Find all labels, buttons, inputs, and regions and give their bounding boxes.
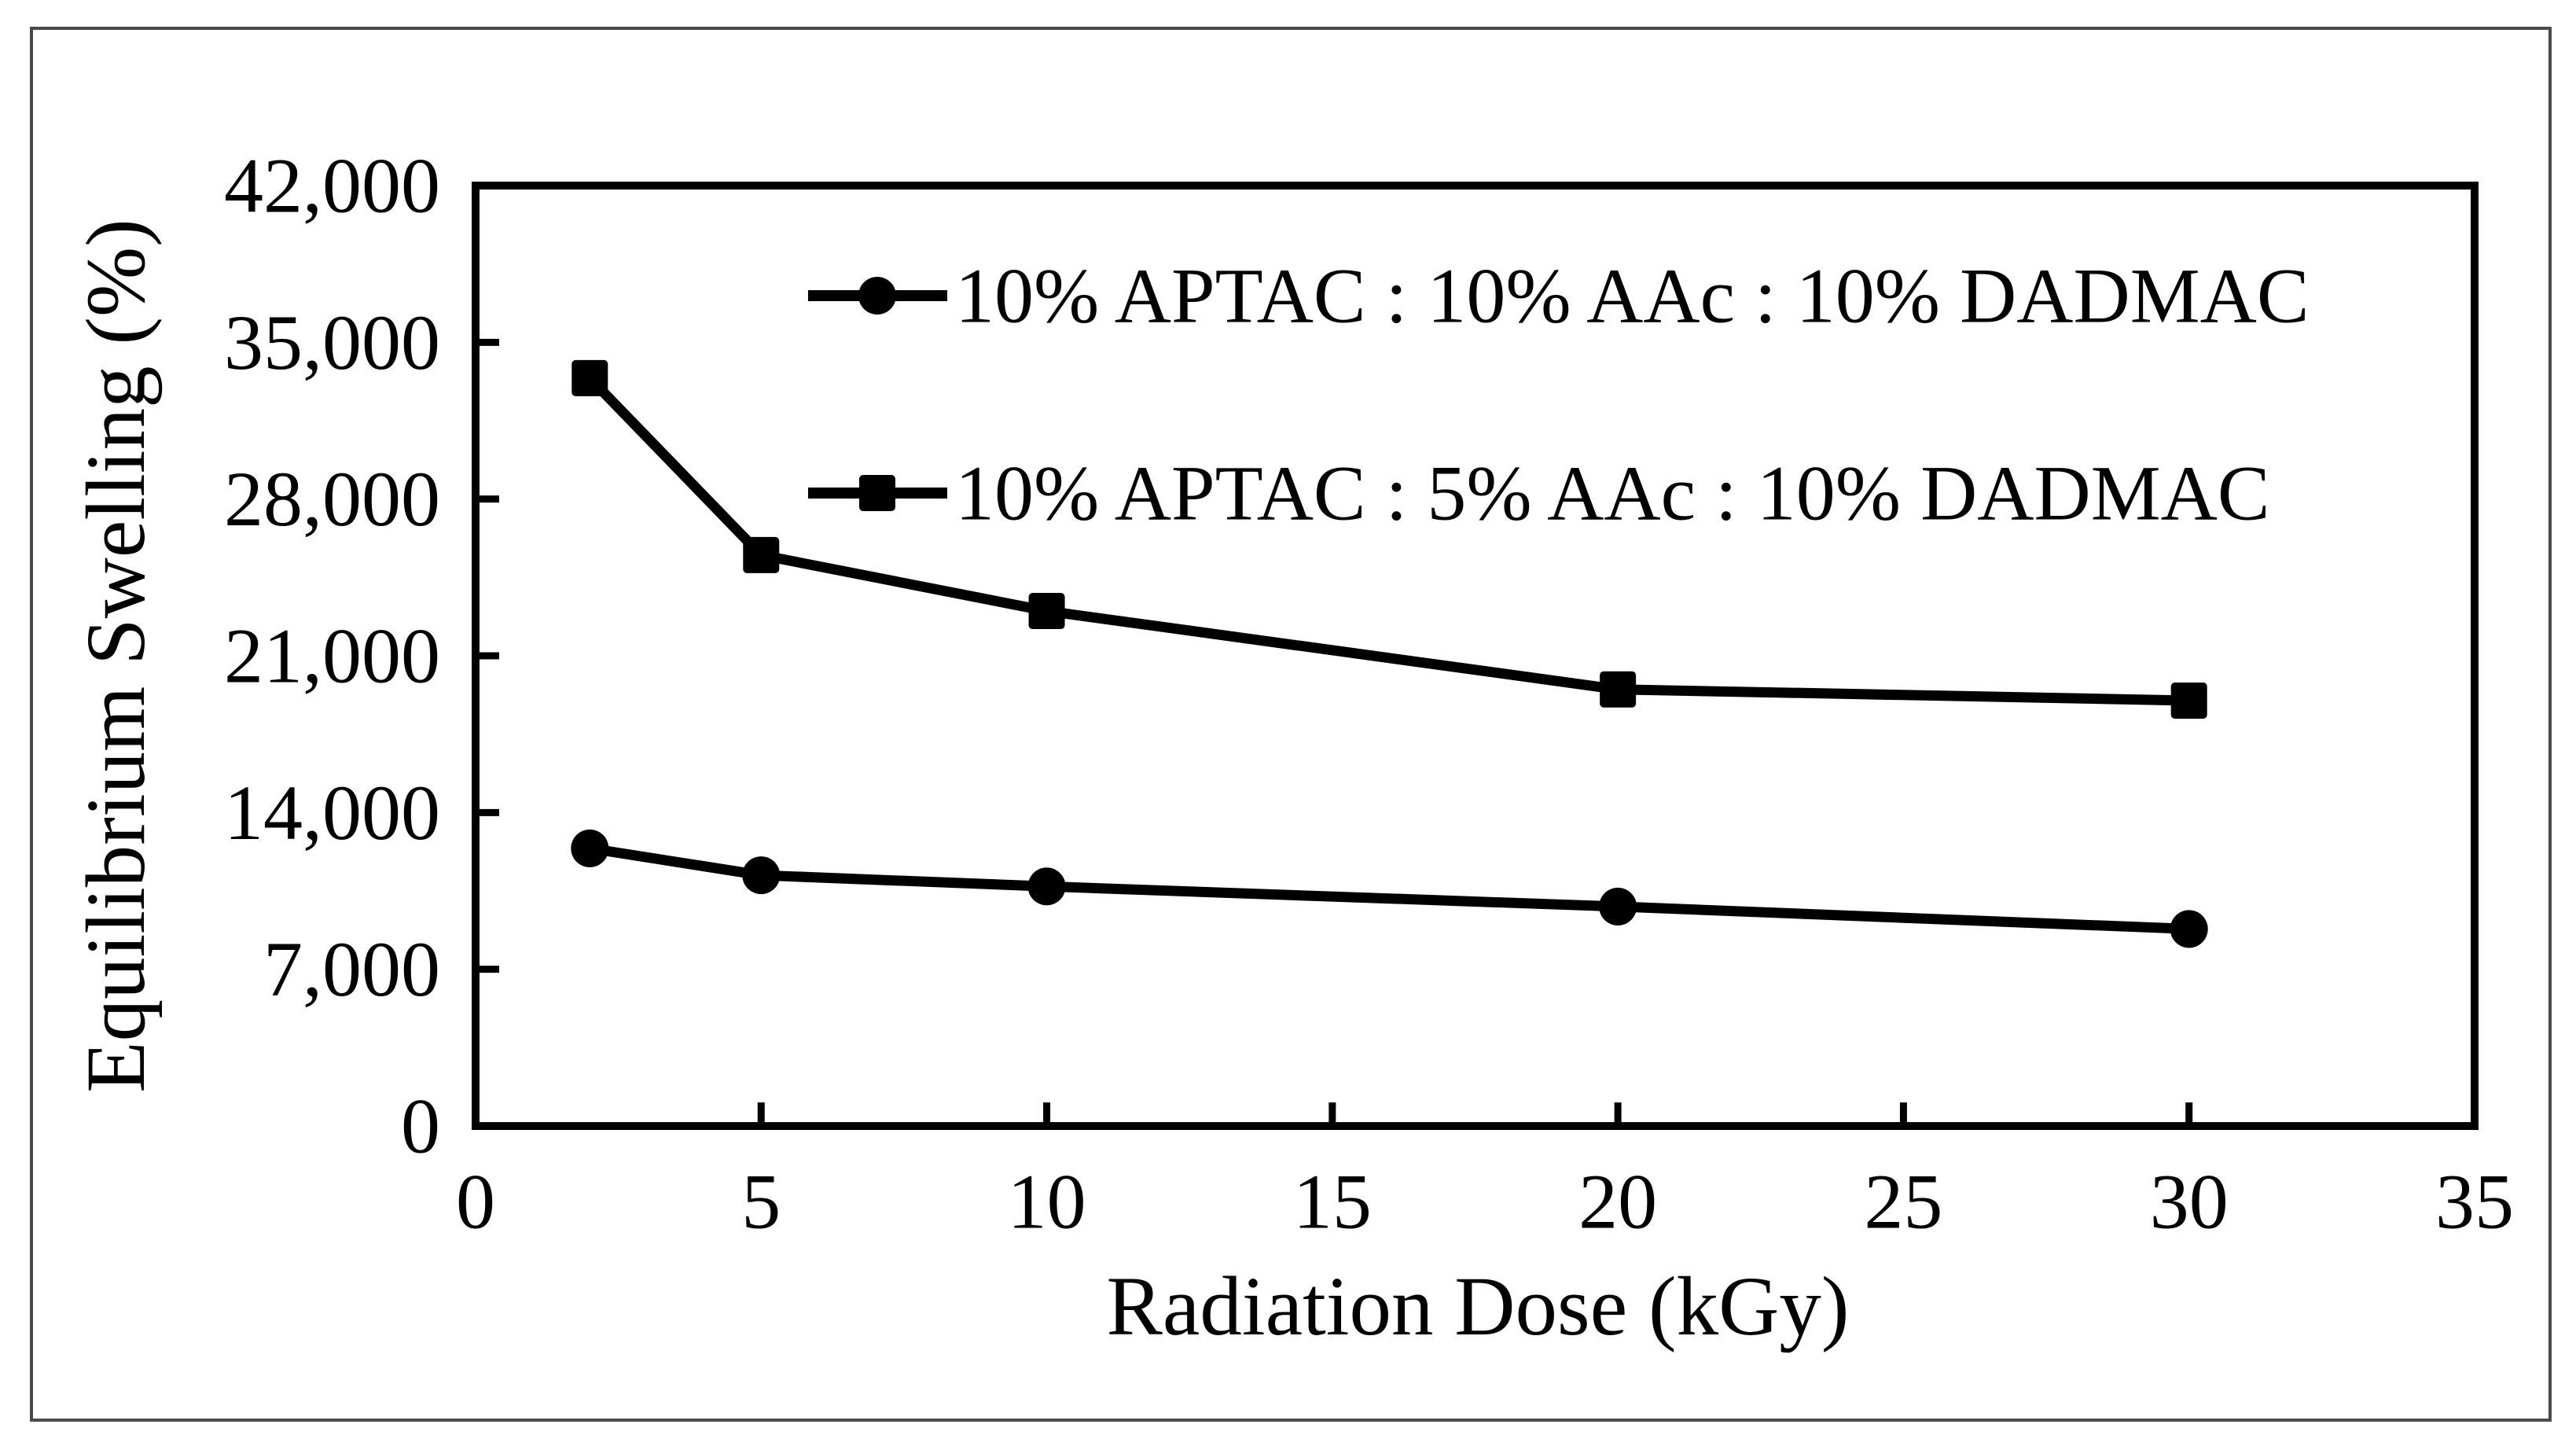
series-0-marker xyxy=(2170,910,2208,948)
x-axis-title: Radiation Dose (kGy) xyxy=(1107,1260,1850,1353)
y-tick-label: 35,000 xyxy=(224,299,440,386)
series-0-line xyxy=(589,843,2189,934)
series-1-marker xyxy=(571,359,608,396)
y-tick-label: 0 xyxy=(401,1083,440,1170)
series-1-line xyxy=(586,374,2189,706)
y-tick-label: 7,000 xyxy=(263,926,440,1013)
series-0-marker xyxy=(571,829,609,867)
x-tick-label: 10 xyxy=(1008,1158,1086,1246)
y-axis-title: Equilibrium Swelling (%) xyxy=(70,219,163,1092)
series-1-marker xyxy=(1028,593,1065,630)
y-tick-label: 42,000 xyxy=(224,142,440,230)
legend-label: 10% APTAC : 10% AAc : 10% DADMAC xyxy=(955,252,2310,340)
x-tick-label: 25 xyxy=(1864,1158,1942,1246)
series-1-marker xyxy=(743,536,780,573)
figure-border xyxy=(30,27,2552,1422)
x-tick-label: 35 xyxy=(2435,1158,2514,1246)
x-tick-label: 15 xyxy=(1293,1158,1372,1246)
x-tick-label: 20 xyxy=(1578,1158,1657,1246)
legend-label: 10% APTAC : 5% AAc : 10% DADMAC xyxy=(955,450,2270,537)
y-tick-label: 28,000 xyxy=(224,455,440,543)
y-tick-label: 21,000 xyxy=(224,613,440,700)
x-tick-label: 5 xyxy=(741,1158,781,1246)
legend-circle-marker xyxy=(858,277,896,315)
series-1-marker xyxy=(1600,671,1637,708)
x-tick-label: 0 xyxy=(456,1158,495,1246)
x-tick-label: 30 xyxy=(2150,1158,2229,1246)
legend-square-marker xyxy=(859,475,895,511)
series-0-marker xyxy=(742,856,781,895)
series-0-marker xyxy=(1027,867,1066,906)
series-1-marker xyxy=(2170,682,2207,719)
y-tick-label: 14,000 xyxy=(224,769,440,856)
series-0-marker xyxy=(1599,887,1637,926)
